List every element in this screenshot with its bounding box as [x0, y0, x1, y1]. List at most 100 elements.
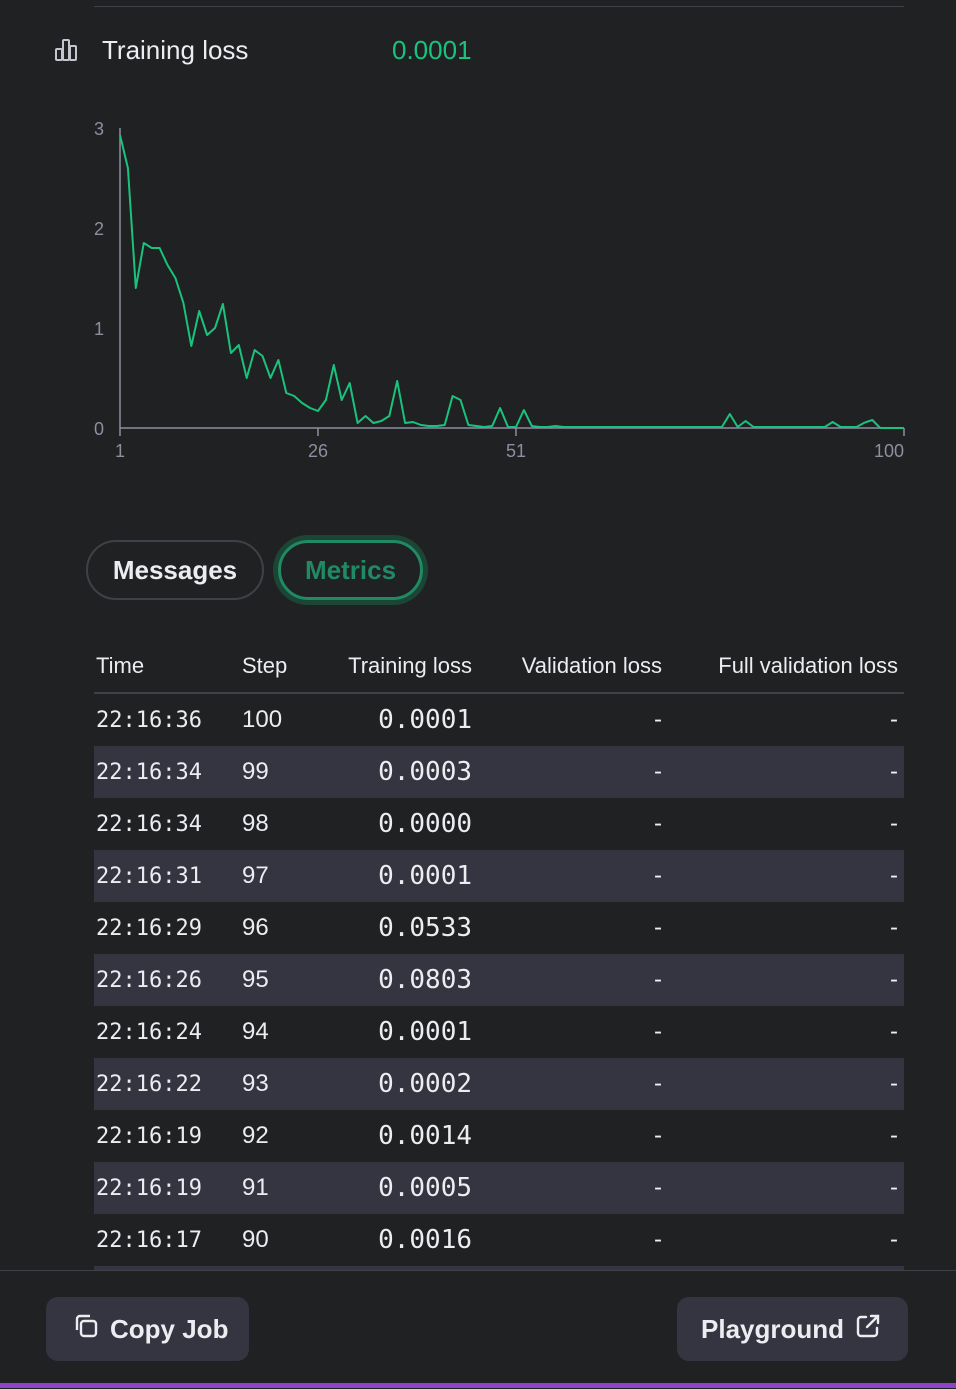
- header-full-validation-loss: Full validation loss: [718, 653, 898, 678]
- metric-header: Training loss 0.0001: [52, 30, 472, 70]
- cell-validation-loss: -: [654, 758, 662, 785]
- cell-step: 90: [242, 1226, 269, 1253]
- cell-full-validation-loss: -: [890, 966, 898, 993]
- header-validation-loss: Validation loss: [521, 653, 662, 678]
- metrics-table: Time Step Training loss Validation loss …: [94, 640, 904, 1270]
- cell-training-loss: 0.0001: [378, 1017, 472, 1047]
- cell-step: 91: [242, 1174, 269, 1201]
- cell-full-validation-loss: -: [890, 1122, 898, 1149]
- table-row: 22:16:34 98 0.0000 - -: [94, 798, 904, 850]
- table-row: 22:16:29 96 0.0533 - -: [94, 902, 904, 954]
- cell-validation-loss: -: [654, 1122, 662, 1149]
- cell-step: 96: [242, 914, 269, 941]
- header-time: Time: [96, 653, 145, 678]
- cell-step: 97: [242, 862, 269, 889]
- x-tick-label: 100: [874, 441, 904, 461]
- cell-step: 99: [242, 758, 269, 785]
- cell-training-loss: 0.0016: [378, 1225, 472, 1255]
- table-row: 22:16:19 92 0.0014 - -: [94, 1110, 904, 1162]
- cell-training-loss: 0.0001: [378, 861, 472, 891]
- cell-time: 22:16:19: [96, 1175, 202, 1201]
- bar-chart-icon: [52, 36, 80, 64]
- footer-bar: Copy Job Playground: [0, 1270, 956, 1389]
- cell-validation-loss: -: [654, 1226, 662, 1253]
- table-row: 22:16:19 91 0.0005 - -: [94, 1162, 904, 1214]
- cell-full-validation-loss: -: [890, 1070, 898, 1097]
- top-divider: [94, 6, 904, 7]
- y-tick-label: 0: [94, 419, 104, 439]
- cell-time: 22:16:31: [96, 863, 202, 889]
- cell-step: 94: [242, 1018, 269, 1045]
- cell-full-validation-loss: -: [890, 862, 898, 889]
- header-training-loss: Training loss: [348, 653, 472, 678]
- copy-icon: [72, 1312, 100, 1347]
- table-row: 22:16:34 99 0.0003 - -: [94, 746, 904, 798]
- y-tick-label: 2: [94, 219, 104, 239]
- cell-full-validation-loss: -: [890, 1226, 898, 1253]
- cell-validation-loss: -: [654, 966, 662, 993]
- cell-full-validation-loss: -: [890, 914, 898, 941]
- cell-time: 22:16:19: [96, 1123, 202, 1149]
- cell-training-loss: 0.0001: [378, 705, 472, 735]
- cell-full-validation-loss: -: [890, 810, 898, 837]
- playground-button[interactable]: Playground: [677, 1297, 908, 1361]
- cell-full-validation-loss: -: [890, 706, 898, 733]
- cell-time: 22:16:29: [96, 915, 202, 941]
- copy-job-button[interactable]: Copy Job: [46, 1297, 249, 1361]
- metric-title: Training loss: [102, 34, 249, 65]
- tab-bar: Messages Metrics: [86, 540, 424, 600]
- cell-time: 22:16:22: [96, 1071, 202, 1097]
- table-row: 22:16:36 100 0.0001 - -: [94, 694, 904, 746]
- cell-training-loss: 0.0533: [378, 913, 472, 943]
- cell-training-loss: 0.0002: [378, 1069, 472, 1099]
- table-row: 22:16:17 90 0.0016 - -: [94, 1214, 904, 1266]
- cell-training-loss: 0.0000: [378, 809, 472, 839]
- cell-full-validation-loss: -: [890, 1018, 898, 1045]
- cell-validation-loss: -: [654, 1018, 662, 1045]
- x-tick-label: 26: [308, 441, 328, 461]
- cell-validation-loss: -: [654, 810, 662, 837]
- cell-validation-loss: -: [654, 1174, 662, 1201]
- cell-training-loss: 0.0003: [378, 757, 472, 787]
- cell-validation-loss: -: [654, 914, 662, 941]
- tab-messages[interactable]: Messages: [86, 540, 264, 600]
- table-row: 22:16:26 95 0.0803 - -: [94, 954, 904, 1006]
- cell-step: 98: [242, 810, 269, 837]
- metric-value: 0.0001: [392, 34, 472, 65]
- table-row: 22:16:31 97 0.0001 - -: [94, 850, 904, 902]
- cell-training-loss: 0.0014: [378, 1121, 472, 1151]
- x-tick-label: 1: [115, 441, 125, 461]
- header-step: Step: [242, 653, 288, 678]
- cell-step: 92: [242, 1122, 269, 1149]
- y-tick-label: 1: [94, 319, 104, 339]
- cell-validation-loss: -: [654, 862, 662, 889]
- cell-time: 22:16:24: [96, 1019, 202, 1045]
- cell-time: 22:16:34: [96, 759, 202, 785]
- tab-metrics[interactable]: Metrics: [278, 540, 424, 600]
- table-row-partial: [94, 1266, 904, 1270]
- cell-step: 93: [242, 1070, 269, 1097]
- cell-step: 95: [242, 966, 269, 993]
- external-link-icon: [854, 1312, 882, 1347]
- cell-validation-loss: -: [654, 1070, 662, 1097]
- playground-label: Playground: [701, 1313, 845, 1344]
- cell-time: 22:16:34: [96, 811, 202, 837]
- cell-time: 22:16:26: [96, 967, 202, 993]
- table-row: 22:16:22 93 0.0002 - -: [94, 1058, 904, 1110]
- cell-full-validation-loss: -: [890, 1174, 898, 1201]
- cell-time: 22:16:36: [96, 707, 202, 733]
- cell-training-loss: 0.0803: [378, 965, 472, 995]
- cell-training-loss: 0.0005: [378, 1173, 472, 1203]
- cell-time: 22:16:17: [96, 1227, 202, 1253]
- copy-job-label: Copy Job: [110, 1313, 229, 1344]
- cell-step: 100: [242, 706, 283, 733]
- table-header: Time Step Training loss Validation loss …: [94, 640, 904, 694]
- y-tick-label: 3: [94, 119, 104, 139]
- window-bottom-accent: [0, 1383, 956, 1388]
- table-row: 22:16:24 94 0.0001 - -: [94, 1006, 904, 1058]
- x-tick-label: 51: [506, 441, 526, 461]
- training-loss-line: [119, 134, 904, 429]
- cell-validation-loss: -: [654, 706, 662, 733]
- cell-full-validation-loss: -: [890, 758, 898, 785]
